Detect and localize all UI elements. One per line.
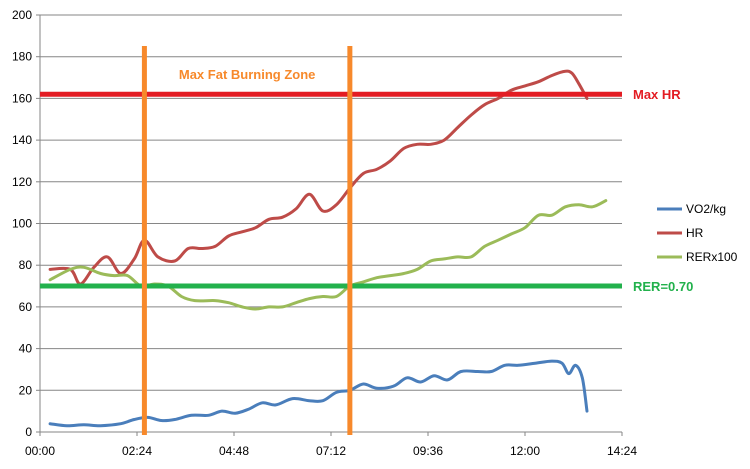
x-tick-label: 02:24 [122, 444, 152, 458]
reference-label: RER=0.70 [633, 279, 693, 294]
y-tick-label: 80 [19, 258, 33, 272]
y-tick-label: 20 [19, 383, 33, 397]
x-axis-ticks: 00:00 02:24 04:48 07:12 09:36 12:00 14:24 [25, 432, 637, 458]
y-axis-ticks: 0 20 40 60 80 100 120 140 160 180 200 [12, 8, 40, 439]
y-tick-label: 200 [12, 8, 32, 22]
x-tick-label: 07:12 [316, 444, 346, 458]
y-tick-label: 100 [12, 217, 32, 231]
legend-label: RERx100 [686, 250, 738, 264]
series-line-vo2-kg [48, 359, 589, 428]
x-tick-label: 12:00 [510, 444, 540, 458]
legend: VO2/kg HR RERx100 [657, 202, 738, 264]
y-tick-label: 0 [25, 425, 32, 439]
x-tick-label: 09:36 [413, 444, 443, 458]
y-tick-label: 120 [12, 175, 32, 189]
x-tick-label: 14:24 [607, 444, 637, 458]
y-tick-label: 160 [12, 91, 32, 105]
reference-lines: Max HR RER=0.70 Max Fat Burning Zone [40, 46, 693, 435]
reference-label: Max HR [633, 87, 681, 102]
y-tick-label: 60 [19, 300, 33, 314]
legend-label: VO2/kg [686, 202, 726, 216]
legend-label: HR [686, 226, 704, 240]
y-tick-label: 140 [12, 133, 32, 147]
x-tick-label: 04:48 [219, 444, 249, 458]
y-tick-label: 180 [12, 50, 32, 64]
zone-annotation: Max Fat Burning Zone [179, 67, 316, 82]
y-tick-label: 40 [19, 342, 33, 356]
x-tick-label: 00:00 [25, 444, 55, 458]
y-gridlines [40, 14, 622, 391]
